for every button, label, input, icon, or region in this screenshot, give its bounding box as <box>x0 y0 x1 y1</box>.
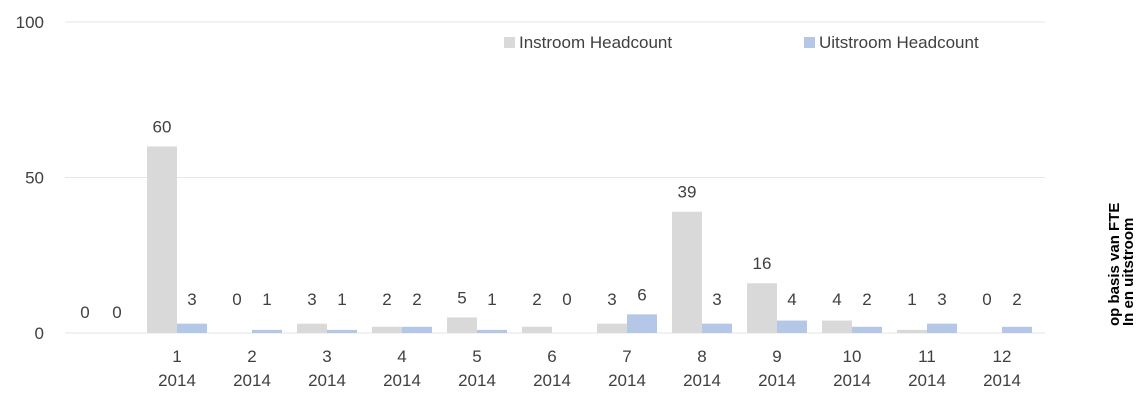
x-tick-label: 12 <box>993 347 1012 366</box>
legend: Instroom Headcount Uitstroom Headcount <box>504 33 979 52</box>
bar-uitstroom <box>327 329 357 333</box>
side-title-line-1: In en uitstroom <box>1120 218 1137 326</box>
x-tick-label-year: 2014 <box>533 371 571 390</box>
data-label: 2 <box>532 290 541 309</box>
legend-label-instroom: Instroom Headcount <box>519 33 672 52</box>
x-tick-label-year: 2014 <box>983 371 1021 390</box>
bar-uitstroom <box>627 314 657 333</box>
x-tick-label-year: 2014 <box>833 371 871 390</box>
bar-uitstroom <box>402 326 432 333</box>
x-tick-label-year: 2014 <box>908 371 946 390</box>
data-label: 1 <box>907 290 916 309</box>
y-axis: 0 50 100 <box>16 13 44 343</box>
data-label: 2 <box>1012 290 1021 309</box>
data-label: 1 <box>337 290 346 309</box>
data-label: 0 <box>562 290 571 309</box>
x-tick-label: 3 <box>322 347 331 366</box>
x-tick-label-year: 2014 <box>458 371 496 390</box>
bar-uitstroom <box>177 323 207 333</box>
bar-instroom <box>672 211 702 333</box>
data-label: 6 <box>637 285 646 304</box>
x-tick-label-year: 2014 <box>608 371 646 390</box>
x-axis: 1 2014 2 2014 3 2014 4 2014 5 2014 6 2014 7 2014 8 2014… <box>158 347 1021 390</box>
data-label: 5 <box>457 288 466 307</box>
bar-uitstroom <box>702 323 732 333</box>
y-tick-label: 100 <box>16 13 44 32</box>
x-tick-label: 11 <box>918 347 936 366</box>
bar-instroom <box>297 323 327 333</box>
side-title: In en uitstroom op basis van FTE <box>1106 203 1137 326</box>
bar-instroom <box>147 146 177 333</box>
bar-uitstroom <box>1002 326 1032 333</box>
x-tick-label-year: 2014 <box>158 371 196 390</box>
legend-label-uitstroom: Uitstroom Headcount <box>819 33 979 52</box>
data-label: 2 <box>862 290 871 309</box>
bar-instroom <box>822 320 852 333</box>
data-label: 1 <box>262 290 271 309</box>
data-label: 0 <box>80 303 89 322</box>
x-tick-label: 4 <box>397 347 406 366</box>
data-label: 3 <box>937 290 946 309</box>
bar-instroom <box>372 326 402 333</box>
bar-uitstroom <box>852 326 882 333</box>
bar-instroom <box>447 317 477 333</box>
data-label: 16 <box>753 254 772 273</box>
data-label: 3 <box>307 290 316 309</box>
x-tick-label: 5 <box>472 347 481 366</box>
data-label: 0 <box>982 290 991 309</box>
bar-uitstroom <box>252 329 282 333</box>
x-tick-label: 10 <box>843 347 862 366</box>
data-label: 3 <box>607 290 616 309</box>
legend-swatch-instroom <box>504 37 515 48</box>
data-label: 0 <box>232 290 241 309</box>
x-tick-label: 7 <box>622 347 631 366</box>
bar-instroom <box>747 283 777 333</box>
legend-swatch-uitstroom <box>804 37 815 48</box>
x-tick-label: 8 <box>697 347 706 366</box>
data-label: 3 <box>187 290 196 309</box>
bar-uitstroom <box>777 320 807 333</box>
bar-instroom <box>522 326 552 333</box>
bar-instroom <box>897 329 927 333</box>
data-label: 4 <box>787 290 796 309</box>
data-label: 2 <box>412 290 421 309</box>
bar-uitstroom <box>477 329 507 333</box>
data-label: 0 <box>112 303 121 322</box>
x-tick-label-year: 2014 <box>683 371 721 390</box>
data-labels: 0 0 60 3 0 1 3 1 2 2 5 1 2 0 3 6 39 3 16 4 4 2 1 3 0 2 <box>80 117 1021 322</box>
data-label: 1 <box>487 290 496 309</box>
bar-uitstroom <box>927 323 957 333</box>
x-tick-label-year: 2014 <box>758 371 796 390</box>
y-tick-label: 0 <box>35 324 44 343</box>
x-tick-label: 1 <box>172 347 181 366</box>
bar-instroom <box>597 323 627 333</box>
data-label: 4 <box>832 290 841 309</box>
side-title-line-2: op basis van FTE <box>1106 203 1123 326</box>
x-tick-label: 9 <box>772 347 781 366</box>
data-label: 39 <box>678 183 697 202</box>
y-tick-label: 50 <box>25 169 44 188</box>
x-tick-label-year: 2014 <box>308 371 346 390</box>
data-label: 2 <box>382 290 391 309</box>
bars <box>147 146 1032 334</box>
x-tick-label: 2 <box>247 347 256 366</box>
x-tick-label-year: 2014 <box>233 371 271 390</box>
x-tick-label: 6 <box>547 347 556 366</box>
gridlines <box>65 21 1045 334</box>
data-label: 3 <box>712 290 721 309</box>
data-label: 60 <box>153 117 172 136</box>
x-tick-label-year: 2014 <box>383 371 421 390</box>
